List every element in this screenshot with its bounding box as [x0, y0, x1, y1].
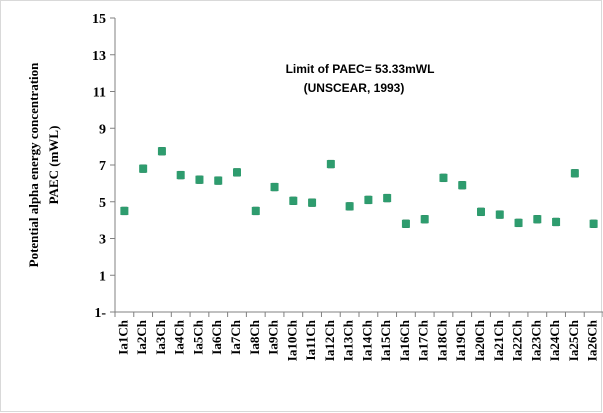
x-category-label: Ia9Ch [266, 319, 281, 354]
y-tick-label: 15 [92, 12, 106, 27]
data-point [326, 160, 335, 169]
x-category-label: Ia4Ch [172, 319, 187, 354]
data-point [214, 176, 223, 185]
x-category-label: Ia21Ch [491, 319, 506, 361]
data-point [345, 202, 354, 211]
x-category-label: Ia19Ch [453, 319, 468, 361]
data-point [495, 210, 504, 219]
data-point [251, 206, 260, 215]
x-category-label: Ia12Ch [322, 319, 337, 361]
y-tick-label: 7 [99, 159, 106, 174]
data-point [458, 181, 467, 190]
data-point [195, 175, 204, 184]
data-point [157, 147, 166, 156]
data-point [477, 207, 485, 216]
x-category-label: Ia25Ch [566, 319, 581, 361]
x-category-label: Ia7Ch [228, 319, 243, 354]
y-axis-label: Potential alpha energy concentration [26, 62, 41, 267]
data-point [233, 168, 241, 177]
y-tick-label: 1 [99, 269, 106, 284]
data-point [552, 217, 561, 226]
y-tick-label: 13 [92, 49, 106, 64]
x-category-label: Ia1Ch [115, 319, 130, 354]
x-category-label: Ia26Ch [585, 319, 600, 361]
x-category-label: Ia24Ch [547, 319, 562, 361]
data-point [589, 219, 598, 228]
x-category-label: Ia14Ch [359, 319, 374, 361]
data-point [176, 171, 185, 180]
y-tick-label: 11 [93, 86, 106, 101]
data-point [308, 198, 317, 207]
x-category-label: Ia23Ch [528, 319, 543, 361]
data-point [139, 164, 148, 173]
x-category-label: Ia10Ch [284, 319, 299, 361]
x-category-label: Ia11Ch [303, 319, 318, 360]
x-category-label: Ia17Ch [416, 319, 431, 361]
y-tick-label: 1- [94, 306, 106, 321]
data-point [514, 218, 523, 227]
data-point [533, 215, 542, 224]
y-tick-label: 3 [99, 233, 106, 248]
x-category-label: Ia5Ch [190, 319, 205, 354]
data-point [364, 195, 373, 204]
data-point [439, 173, 448, 182]
x-category-label: Ia16Ch [397, 319, 412, 361]
annotation-text: Limit of PAEC= 53.33mWL [286, 62, 435, 76]
y-tick-label: 9 [99, 122, 106, 137]
data-point [383, 194, 392, 203]
data-point [120, 206, 129, 215]
annotation-text: (UNSCEAR, 1993) [304, 81, 405, 95]
x-category-label: Ia22Ch [510, 319, 525, 361]
x-category-label: Ia2Ch [134, 319, 149, 354]
data-point [270, 183, 279, 192]
data-point [420, 215, 429, 224]
data-point [289, 196, 298, 205]
x-category-label: Ia20Ch [472, 319, 487, 361]
x-category-label: Ia13Ch [341, 319, 356, 361]
data-point [401, 219, 410, 228]
x-category-label: Ia8Ch [247, 319, 262, 354]
x-category-label: Ia3Ch [153, 319, 168, 354]
x-category-label: Ia18Ch [434, 319, 449, 361]
data-point [570, 169, 579, 178]
y-tick-label: 5 [99, 196, 106, 211]
y-axis-label: PAEC (mWL) [46, 126, 61, 205]
x-category-label: Ia6Ch [209, 319, 224, 354]
x-category-label: Ia15Ch [378, 319, 393, 361]
